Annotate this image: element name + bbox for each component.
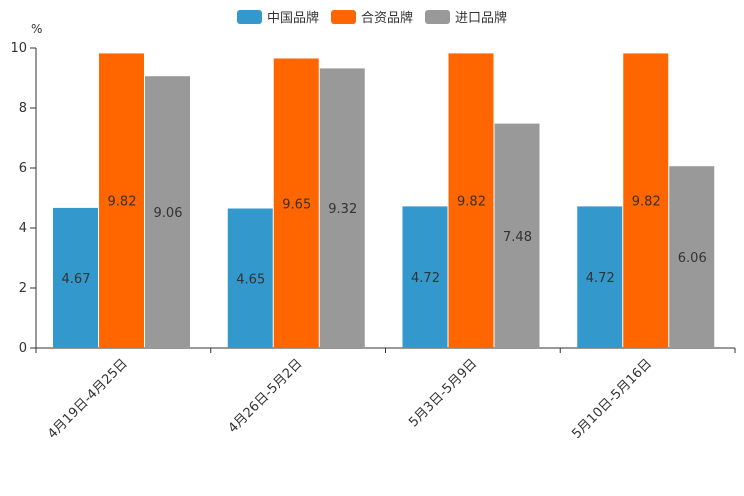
legend-item-joint-venture-brand[interactable]: 合资品牌 xyxy=(330,7,413,26)
bar xyxy=(669,166,715,348)
bar xyxy=(227,208,273,348)
bar xyxy=(577,206,623,348)
legend-label-import-brand: 进口品牌 xyxy=(455,11,508,26)
x-tick-label: 5月3日-5月9日 xyxy=(406,356,480,430)
legend-label-joint-venture-brand: 合资品牌 xyxy=(360,11,413,26)
y-tick-label: 0 xyxy=(19,341,27,356)
y-tick-label: 8 xyxy=(19,101,27,116)
legend-swatch-import-brand xyxy=(425,9,450,24)
data-label: 9.82 xyxy=(108,195,137,210)
bar xyxy=(99,53,144,349)
y-tick-label: 10 xyxy=(10,41,27,56)
legend-item-import-brand[interactable]: 进口品牌 xyxy=(425,7,507,26)
data-label: 9.65 xyxy=(282,197,311,212)
bar xyxy=(623,53,669,349)
data-label: 6.06 xyxy=(678,251,707,266)
legend-label-china-brand: 中国品牌 xyxy=(266,11,319,26)
data-label: 7.48 xyxy=(503,230,532,245)
bar xyxy=(402,206,448,348)
data-label: 9.32 xyxy=(328,202,357,217)
bar xyxy=(448,53,494,349)
bar xyxy=(145,76,190,348)
data-label: 9.82 xyxy=(457,195,486,210)
bar xyxy=(319,68,365,349)
bar xyxy=(273,58,319,348)
legend-swatch-china-brand xyxy=(236,9,262,24)
data-label: 4.65 xyxy=(236,272,265,287)
y-tick-label: 2 xyxy=(19,281,27,296)
data-label: 4.72 xyxy=(586,271,615,286)
legend-swatch-joint-venture-brand xyxy=(330,9,356,24)
x-tick-label: 5月10日-5月16日 xyxy=(569,356,655,442)
data-label: 4.72 xyxy=(411,271,440,286)
data-label: 4.67 xyxy=(62,272,91,287)
data-label: 9.82 xyxy=(632,195,661,210)
chart-legend: 中国品牌 合资品牌 进口品牌 xyxy=(0,7,744,26)
y-tick-label: 4 xyxy=(19,221,27,236)
bar xyxy=(494,123,540,348)
x-tick-label: 4月19日-4月25日 xyxy=(45,356,131,442)
data-label: 9.06 xyxy=(154,206,183,221)
y-axis-unit-label: % xyxy=(31,22,43,36)
y-tick-label: 6 xyxy=(19,161,27,176)
bar xyxy=(53,207,98,348)
legend-item-china-brand[interactable]: 中国品牌 xyxy=(236,7,319,26)
x-tick-label: 4月26日-5月2日 xyxy=(226,356,306,436)
